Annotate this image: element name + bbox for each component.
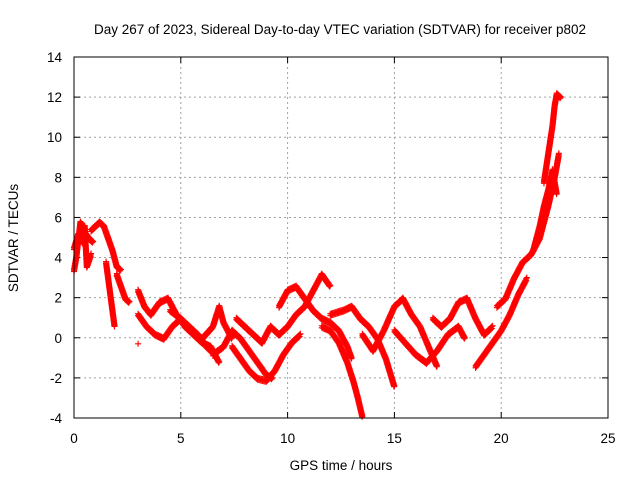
series-track-c <box>88 218 124 274</box>
data-point <box>90 238 97 245</box>
data-point <box>523 274 530 281</box>
data-point <box>125 299 132 306</box>
series-track-d <box>103 258 118 330</box>
x-tick-label: 0 <box>70 431 78 446</box>
tick-label-layer: 0 5 10 15 20 25 -4 -2 0 2 4 6 8 10 12 14 <box>47 50 616 446</box>
data-point <box>296 333 303 340</box>
series-track-o <box>359 294 441 370</box>
x-tick-label: 15 <box>387 431 402 446</box>
series-track-e <box>113 270 133 306</box>
data-point <box>327 282 334 289</box>
data-point <box>487 326 494 333</box>
series-track-n <box>327 302 398 390</box>
plot-frame <box>73 56 609 419</box>
series-track-u <box>540 90 565 187</box>
data-point <box>391 382 398 389</box>
y-tick-label: 14 <box>47 50 63 65</box>
data-point <box>126 298 133 305</box>
x-tick-label: 5 <box>177 431 185 446</box>
data-point <box>117 267 124 274</box>
y-tick-label: 6 <box>54 210 62 225</box>
data-point <box>326 283 333 290</box>
data-point <box>461 335 468 342</box>
y-tick-label: 10 <box>47 130 62 145</box>
y-tick-label: 8 <box>54 170 62 185</box>
outlier-group <box>135 340 142 347</box>
series-track-k <box>233 270 334 347</box>
series-track-m <box>318 322 366 420</box>
data-point <box>215 359 222 366</box>
data-point <box>553 190 560 197</box>
x-tick-label: 10 <box>280 431 295 446</box>
data-point <box>111 322 118 329</box>
data-point <box>523 277 530 284</box>
outlier-point <box>135 340 142 347</box>
data-layer <box>71 90 565 420</box>
data-point <box>489 322 496 329</box>
grid-layer <box>74 57 608 418</box>
series-track-j <box>229 330 304 385</box>
series-track-t <box>530 166 560 255</box>
x-axis-label: GPS time / hours <box>290 458 393 473</box>
data-point <box>348 354 355 361</box>
data-point <box>522 278 529 285</box>
data-point <box>434 362 441 369</box>
series-track-p <box>391 322 468 367</box>
x-tick-label: 20 <box>494 431 509 446</box>
data-point <box>558 94 565 101</box>
series-track-r <box>472 274 530 371</box>
data-point <box>488 325 495 332</box>
y-tick-label: 4 <box>54 251 62 266</box>
series-track-l <box>276 282 355 362</box>
data-point <box>557 95 564 102</box>
series-track-q <box>429 294 496 339</box>
data-point <box>295 334 302 341</box>
x-tick-label: 25 <box>600 431 615 446</box>
chart-title: Day 267 of 2023, Sidereal Day-to-day VTE… <box>94 22 586 37</box>
y-axis-label: SDTVAR / TECUs <box>6 184 21 293</box>
y-tick-label: -4 <box>50 411 62 426</box>
y-tick-label: -2 <box>50 371 62 386</box>
y-tick-label: 2 <box>54 291 62 306</box>
y-tick-label: 12 <box>47 90 62 105</box>
data-point <box>216 358 223 365</box>
data-point <box>297 330 304 337</box>
data-point <box>89 239 96 246</box>
data-point <box>88 250 95 257</box>
data-point <box>461 334 468 341</box>
data-point <box>555 150 562 157</box>
y-tick-label: 0 <box>54 331 62 346</box>
data-point <box>117 266 124 273</box>
